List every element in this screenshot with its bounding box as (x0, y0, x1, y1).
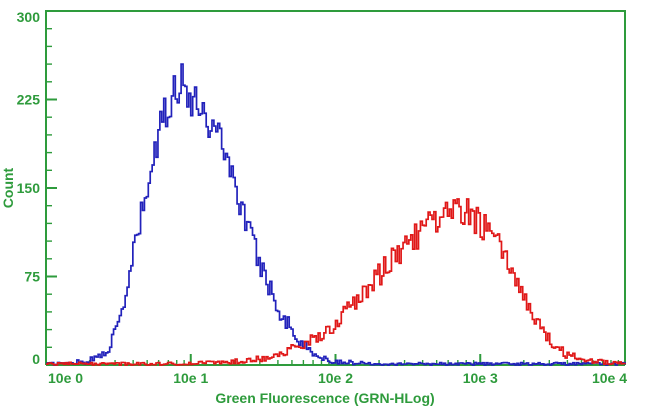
y-axis-title: Count (0, 167, 16, 208)
x-tick-label: 10e 4 (592, 370, 627, 386)
x-tick-label: 10e 0 (48, 370, 83, 386)
x-axis-title: Green Fluorescence (GRN-HLog) (215, 390, 434, 406)
y-tick-label: 225 (17, 92, 41, 108)
y-tick-label: 0 (32, 351, 40, 367)
x-tick-label: 10e 2 (318, 370, 353, 386)
x-tick-label: 10e 1 (173, 370, 208, 386)
y-tick-label: 75 (24, 269, 40, 285)
y-tick-label: 150 (17, 180, 41, 196)
histogram-trace-blue (46, 63, 626, 366)
y-axis-tick-labels: 0 75 150 225 300 (17, 9, 41, 367)
x-tick-label: 10e 3 (463, 370, 498, 386)
y-tick-label: 300 (17, 9, 41, 25)
histogram-trace-red (46, 198, 626, 366)
y-axis-ticks (46, 10, 57, 366)
series-layer (46, 63, 626, 366)
plot-frame (45, 10, 626, 366)
x-axis-tick-labels: 10e 0 10e 1 10e 2 10e 3 10e 4 (48, 370, 627, 386)
